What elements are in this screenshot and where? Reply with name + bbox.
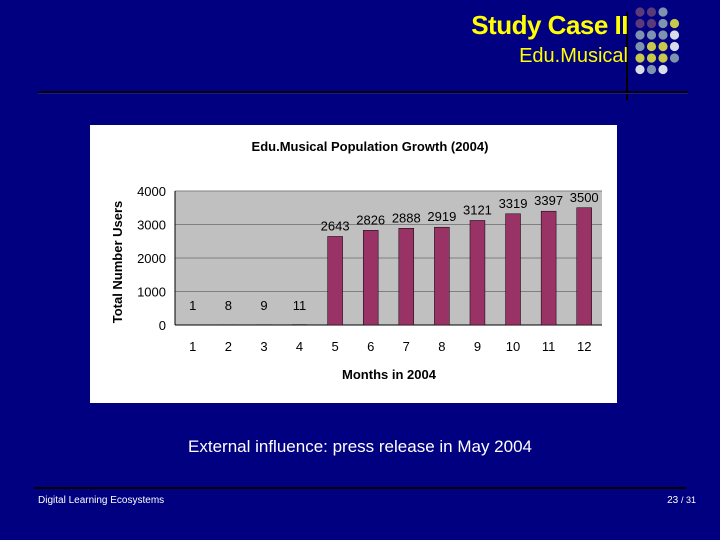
data-label: 3319: [499, 196, 528, 211]
bar: [576, 207, 592, 326]
decorative-dot: [669, 18, 680, 29]
x-tick-label: 3: [260, 339, 267, 354]
x-tick-label: 12: [577, 339, 591, 354]
data-label: 2826: [356, 212, 385, 227]
header-vertical-rule: [626, 12, 628, 100]
decorative-dot: [646, 41, 657, 52]
y-tick-label: 0: [159, 318, 166, 333]
data-label: 3397: [534, 193, 563, 208]
slide-subtitle: Edu.Musical: [519, 45, 628, 67]
data-label: 8: [225, 298, 232, 313]
decorative-dot: [635, 53, 645, 63]
decorative-dot: [635, 41, 645, 52]
decorative-dot: [658, 18, 668, 29]
x-tick-label: 4: [296, 339, 303, 354]
page-number: 23 / 31: [667, 495, 696, 506]
bar: [398, 228, 415, 326]
x-tick-label: 1: [189, 339, 196, 354]
page-total: / 31: [680, 495, 696, 505]
decorative-dot: [646, 7, 657, 17]
bar: [469, 220, 486, 326]
chart-panel: Edu.Musical Population Growth (2004) Tot…: [90, 125, 617, 403]
data-label: 9: [260, 298, 267, 313]
decorative-dot: [669, 53, 680, 63]
decorative-dot: [635, 18, 645, 29]
bar: [434, 226, 450, 326]
x-axis-label: Months in 2004: [342, 367, 437, 382]
data-label: 1: [189, 298, 196, 313]
x-tick-label: 6: [367, 339, 374, 354]
decorative-dot: [635, 30, 645, 40]
footer-divider: [34, 487, 686, 489]
x-tick-label: 9: [474, 339, 481, 354]
bar: [505, 213, 521, 326]
data-label: 2643: [321, 218, 350, 233]
x-tick-label: 7: [403, 339, 410, 354]
decorative-dot: [658, 30, 668, 40]
decorative-dot: [646, 64, 657, 75]
data-label: 2888: [392, 210, 421, 225]
decorative-dot: [646, 53, 657, 63]
data-label: 11: [293, 298, 307, 313]
slide-caption: External influence: press release in May…: [188, 437, 532, 456]
y-tick-label: 1000: [137, 285, 166, 300]
data-label: 3121: [463, 202, 492, 217]
decorative-dot: [658, 64, 668, 75]
y-tick-label: 4000: [137, 184, 166, 199]
decorative-dot: [669, 30, 680, 40]
header-divider: [38, 91, 688, 94]
data-label: 3500: [570, 190, 599, 205]
data-label: 2919: [427, 209, 456, 224]
x-tick-label: 5: [332, 339, 339, 354]
x-tick-label: 11: [542, 339, 556, 354]
bar: [362, 230, 379, 326]
decorative-dot: [635, 7, 645, 17]
decorative-dot: [646, 30, 657, 40]
bar: [540, 210, 557, 326]
decorative-dot: [635, 64, 645, 75]
x-tick-label: 2: [225, 339, 232, 354]
page-current: 23: [667, 495, 679, 506]
decorative-dot: [658, 53, 668, 63]
x-tick-label: 10: [506, 339, 520, 354]
bar-chart: Edu.Musical Population Growth (2004) Tot…: [110, 139, 602, 382]
y-tick-label: 3000: [137, 218, 166, 233]
y-tick-label: 2000: [137, 251, 166, 266]
decorative-dot: [658, 7, 668, 17]
bar: [327, 236, 343, 326]
chart-title: Edu.Musical Population Growth (2004): [252, 139, 489, 154]
decorative-dot: [646, 18, 657, 29]
x-tick-label: 8: [438, 339, 445, 354]
slide-title: Study Case II: [471, 10, 628, 40]
decorative-dot: [669, 41, 680, 52]
y-axis-label: Total Number Users: [110, 201, 125, 324]
decorative-dot: [658, 41, 668, 52]
footer-course-name: Digital Learning Ecosystems: [38, 495, 165, 506]
